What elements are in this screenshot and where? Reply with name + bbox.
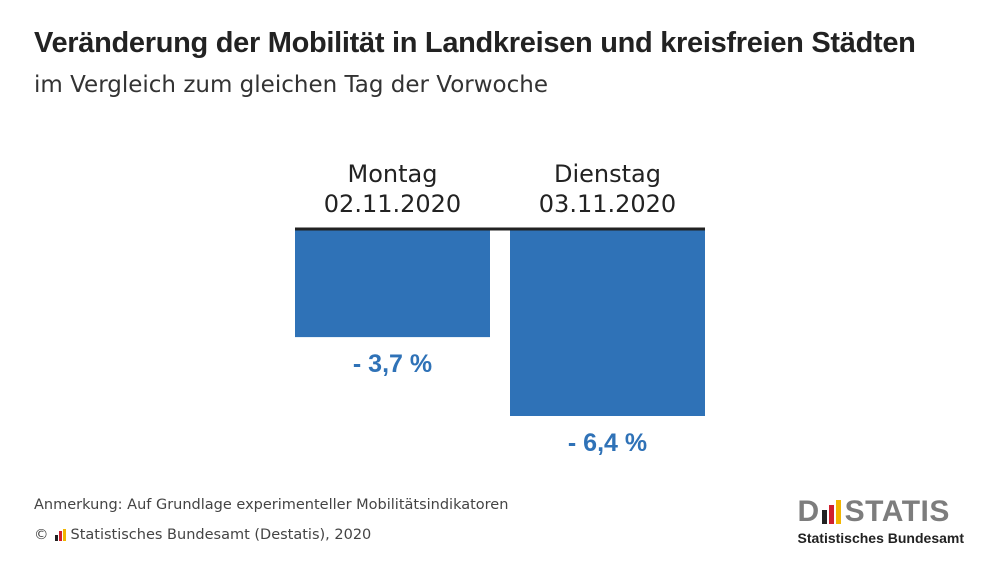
logo-word-right: STATIS — [845, 497, 950, 527]
copyright-symbol: © — [34, 527, 49, 543]
copyright-line: © Statistisches Bundesamt (Destatis), 20… — [34, 527, 371, 543]
category-label-day: Montag — [348, 160, 438, 188]
logo-word-left: D — [798, 497, 820, 527]
value-label: - 3,7 % — [353, 350, 432, 378]
destatis-mini-logo-icon — [55, 529, 67, 541]
footnote: Anmerkung: Auf Grundlage experimenteller… — [34, 497, 508, 513]
category-label-date: 02.11.2020 — [324, 190, 461, 218]
bar — [510, 229, 705, 416]
bar — [295, 229, 490, 337]
value-label: - 6,4 % — [568, 429, 647, 457]
logo-bars-icon — [822, 500, 843, 524]
copyright-text: Statistisches Bundesamt (Destatis), 2020 — [71, 527, 372, 543]
category-label-day: Dienstag — [554, 160, 661, 188]
destatis-logo: D STATIS Statistisches Bundesamt — [798, 497, 965, 546]
category-label-date: 03.11.2020 — [539, 190, 676, 218]
logo-subtitle: Statistisches Bundesamt — [798, 530, 965, 546]
